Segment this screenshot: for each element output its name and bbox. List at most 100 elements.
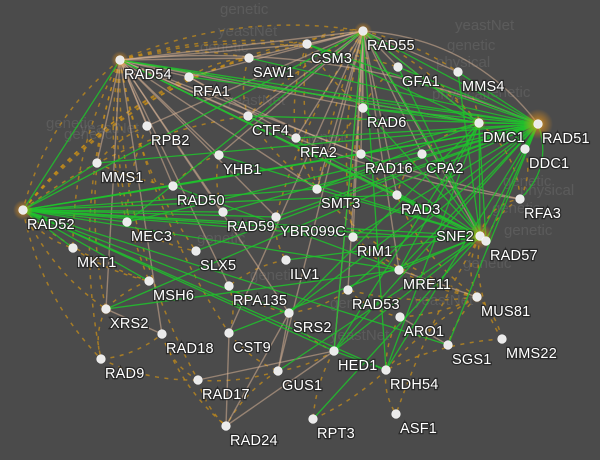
node-RAD3[interactable]	[392, 190, 402, 200]
edge-co-expression	[100, 358, 199, 381]
node-RAD54[interactable]	[115, 55, 125, 65]
node-MMS4[interactable]	[453, 67, 463, 77]
watermark-text: genetic	[503, 173, 552, 190]
edge-co-expression	[399, 296, 478, 318]
edge-physical	[362, 30, 459, 73]
watermark-layer: geneticyeastNetgeneticyeastNetgeneticphy…	[46, 1, 574, 344]
node-RAD6[interactable]	[358, 103, 368, 113]
edge-co-expression	[216, 154, 224, 213]
edge-physical	[399, 316, 449, 346]
node-MMS22[interactable]	[497, 334, 507, 344]
edge-co-expression	[96, 162, 174, 187]
node-CSM3[interactable]	[302, 39, 312, 49]
node-SRS2[interactable]	[284, 308, 294, 318]
node-label-GUS1: GUS1	[282, 378, 322, 394]
node-GFA1[interactable]	[393, 62, 403, 72]
node-SMT3[interactable]	[312, 184, 322, 194]
node-RFA2[interactable]	[291, 133, 301, 143]
node-RAD18[interactable]	[157, 329, 167, 339]
node-SAW1[interactable]	[244, 53, 254, 63]
node-RAD50[interactable]	[168, 181, 178, 191]
edge-genetic	[457, 71, 539, 125]
node-RAD52[interactable]	[18, 205, 28, 215]
edge-co-expression	[22, 115, 249, 211]
node-RFA1[interactable]	[184, 72, 194, 82]
node-RPB2[interactable]	[142, 121, 152, 131]
edge-physical	[295, 137, 521, 200]
node-HED1[interactable]	[329, 346, 339, 356]
edge-physical	[119, 54, 539, 125]
node-RIM1[interactable]	[348, 232, 358, 242]
watermark-text: genetic	[447, 37, 496, 54]
edge-genetic	[362, 107, 481, 237]
edge-physical	[225, 332, 230, 427]
node-GUS1[interactable]	[273, 366, 283, 376]
node-label-RAD50: RAD50	[177, 193, 225, 209]
node-CTF4[interactable]	[243, 111, 253, 121]
edge-genetic	[22, 209, 74, 249]
edge-genetic	[295, 123, 539, 139]
node-ASF1[interactable]	[391, 409, 401, 419]
node-label-RAD16: RAD16	[365, 161, 413, 177]
node-SNF2[interactable]	[475, 231, 485, 241]
node-DDC1[interactable]	[520, 144, 530, 154]
node-YHB1[interactable]	[214, 150, 224, 160]
edge-co-expression	[275, 30, 364, 218]
node-label-RIM1: RIM1	[357, 244, 392, 260]
edge-genetic	[195, 123, 539, 252]
node-RPT3[interactable]	[308, 414, 318, 424]
node-RAD51[interactable]	[533, 119, 543, 129]
edge-co-expression	[479, 198, 521, 237]
edge-physical	[146, 30, 364, 127]
node-MEC3[interactable]	[122, 217, 132, 227]
node-label-RFA2: RFA2	[300, 145, 337, 161]
node-RAD24[interactable]	[221, 421, 231, 431]
node-MMS1[interactable]	[92, 158, 102, 168]
edge-genetic	[277, 235, 481, 372]
node-ARO1[interactable]	[395, 312, 405, 322]
edge-genetic	[22, 162, 98, 211]
node-XRS2[interactable]	[101, 304, 111, 314]
node-MUS81[interactable]	[472, 292, 482, 302]
node-DMC1[interactable]	[474, 118, 484, 128]
node-YBR099C[interactable]	[271, 212, 281, 222]
edge-genetic	[398, 123, 539, 271]
edge-co-expression	[288, 289, 349, 314]
node-label-YBR099C: YBR099C	[280, 224, 346, 240]
edge-genetic	[22, 59, 121, 211]
edge-genetic	[119, 59, 539, 125]
node-RFA3[interactable]	[515, 194, 525, 204]
node-CST9[interactable]	[224, 328, 234, 338]
node-RDH54[interactable]	[381, 365, 391, 375]
node-ILV1[interactable]	[281, 255, 291, 265]
node-MSH6[interactable]	[144, 276, 154, 286]
node-RAD59[interactable]	[218, 207, 228, 217]
node-CPA2[interactable]	[417, 149, 427, 159]
edge-physical	[119, 59, 290, 314]
edge-co-expression	[96, 125, 148, 164]
node-MKT1[interactable]	[68, 243, 78, 253]
edge-co-expression	[470, 235, 481, 298]
edge-genetic	[288, 122, 480, 314]
node-RAD16[interactable]	[356, 149, 366, 159]
node-RAD53[interactable]	[343, 285, 353, 295]
node-label-SMT3: SMT3	[321, 196, 360, 212]
edge-genetic	[352, 235, 481, 238]
node-RAD17[interactable]	[193, 375, 203, 385]
edge-genetic	[22, 194, 398, 211]
node-RAD55[interactable]	[358, 26, 368, 36]
node-SGS1[interactable]	[443, 340, 453, 350]
edge-co-expression	[247, 30, 364, 117]
node-RAD57[interactable]	[481, 236, 491, 246]
node-RPA135[interactable]	[224, 281, 234, 291]
node-SLX5[interactable]	[191, 246, 201, 256]
node-label-CPA2: CPA2	[426, 161, 464, 177]
node-RAD9[interactable]	[96, 354, 106, 364]
edge-co-expression	[395, 235, 481, 415]
edge-genetic	[306, 43, 539, 125]
edge-genetic	[288, 123, 539, 314]
edge-co-expression	[72, 247, 150, 282]
node-MRE11[interactable]	[394, 265, 404, 275]
node-label-RAD3: RAD3	[401, 202, 440, 218]
